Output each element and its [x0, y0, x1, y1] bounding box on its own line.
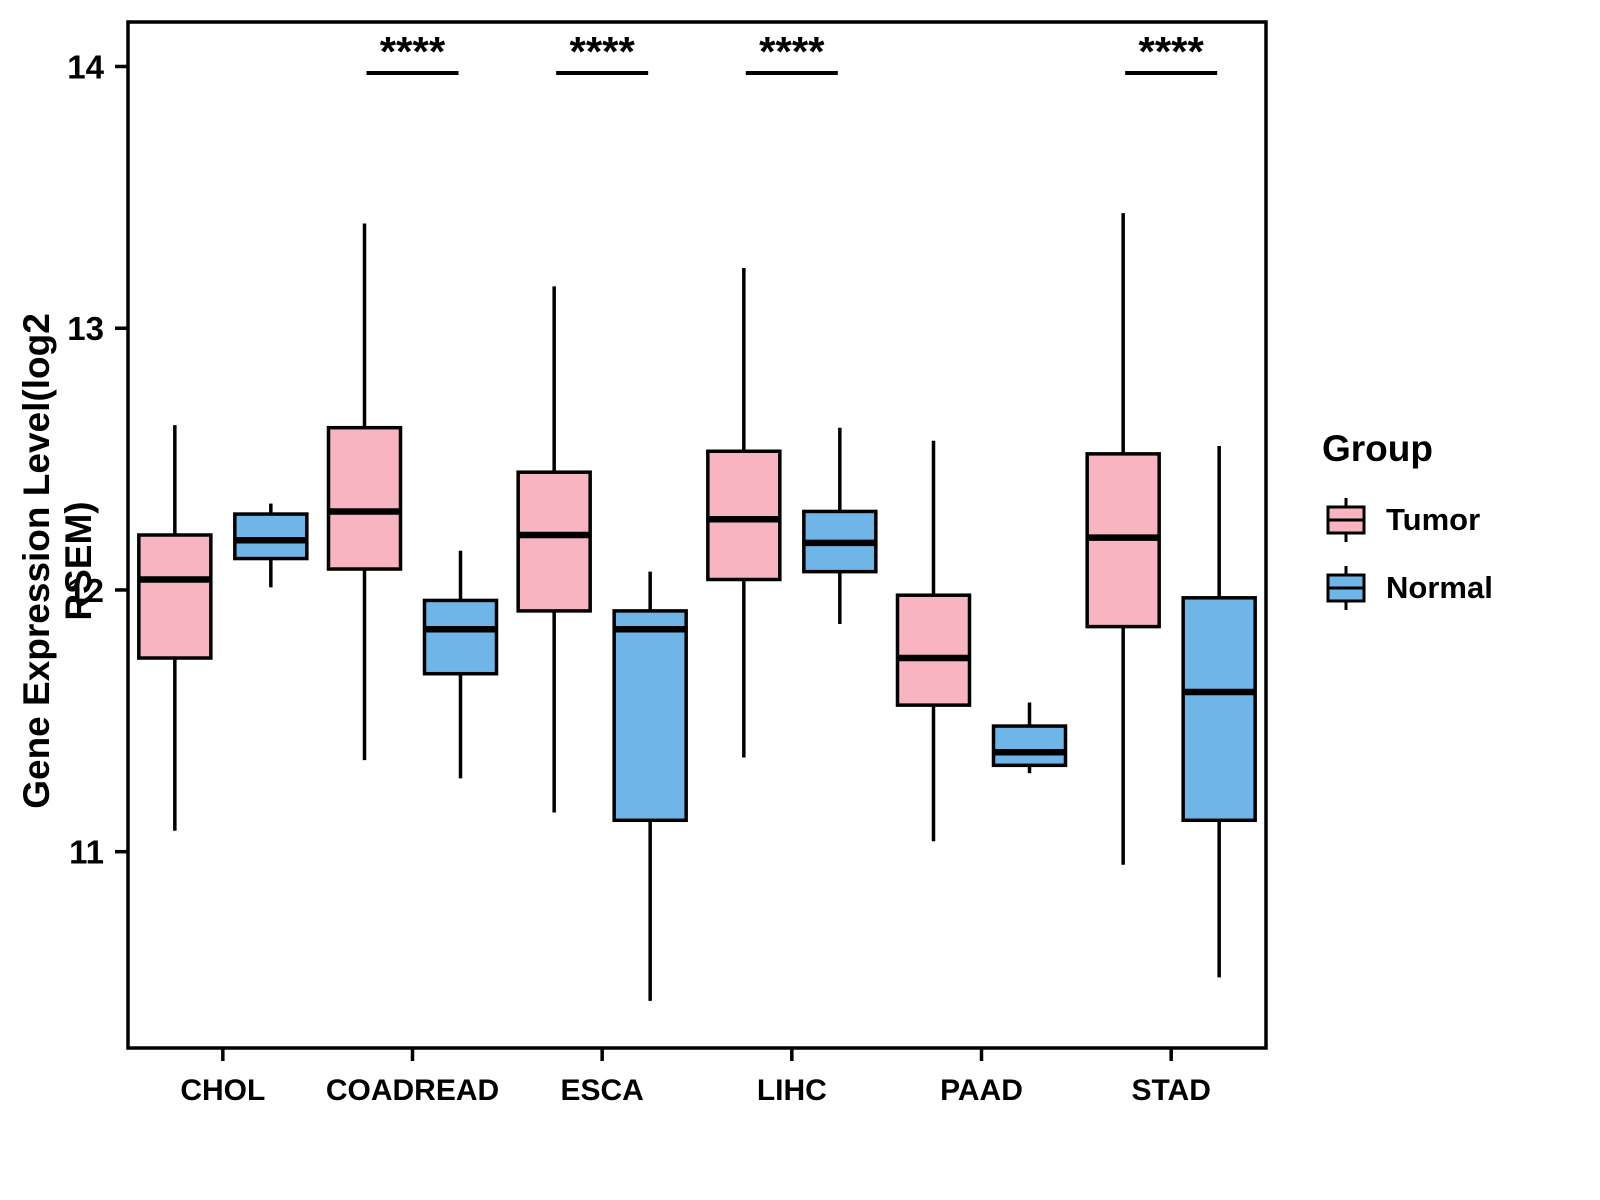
- legend-entry-tumor: Tumor: [1322, 496, 1493, 544]
- panel-border: [126, 20, 1268, 1050]
- x-tick-label: STAD: [1131, 1074, 1210, 1107]
- x-tick-label: LIHC: [757, 1074, 827, 1107]
- tumor-key-icon: [1322, 496, 1370, 544]
- box-tumor-lihc: [706, 449, 782, 582]
- legend: Group Tumor Normal: [1322, 428, 1493, 632]
- y-tick-label: 14: [67, 48, 104, 85]
- box-tumor-chol: [137, 533, 213, 660]
- legend-label-tumor: Tumor: [1386, 502, 1481, 537]
- box-tumor-coadread: [326, 425, 403, 571]
- legend-entry-normal: Normal: [1322, 564, 1493, 612]
- y-axis-title: Gene Expression Level(log2 RSEM): [16, 313, 99, 809]
- significance-stars-esca: ****: [569, 28, 635, 75]
- significance-stars-coadread: ****: [380, 28, 446, 75]
- box-tumor-esca: [516, 470, 592, 613]
- box-tumor-paad: [895, 593, 972, 707]
- box-normal-coadread: [422, 598, 499, 676]
- y-tick-label: 11: [69, 834, 104, 871]
- y-tick-label: 13: [67, 310, 104, 347]
- significance-stars-stad: ****: [1138, 28, 1204, 75]
- box-normal-stad: [1181, 596, 1257, 823]
- box-normal-chol: [233, 512, 309, 561]
- x-tick-label: CHOL: [180, 1074, 265, 1107]
- box-normal-paad: [991, 724, 1068, 768]
- box-normal-esca: [612, 609, 688, 823]
- legend-title: Group: [1322, 428, 1433, 469]
- x-tick-label: ESCA: [560, 1074, 643, 1107]
- normal-key-icon: [1322, 564, 1370, 612]
- x-tick-label: PAAD: [940, 1074, 1023, 1107]
- x-tick-label: COADREAD: [326, 1074, 499, 1107]
- y-tick-label: 12: [67, 572, 104, 609]
- significance-stars-lihc: ****: [759, 28, 825, 75]
- legend-label-normal: Normal: [1386, 570, 1493, 605]
